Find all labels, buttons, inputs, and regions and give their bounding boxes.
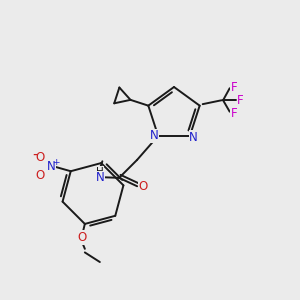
Text: O: O: [36, 151, 45, 164]
Text: N: N: [150, 129, 159, 142]
Text: F: F: [237, 94, 244, 107]
Text: N: N: [47, 160, 56, 173]
Text: O: O: [77, 231, 86, 244]
Text: O: O: [36, 169, 45, 182]
Text: F: F: [231, 107, 237, 120]
Text: H: H: [96, 167, 104, 177]
Text: N: N: [96, 171, 104, 184]
Text: -: -: [32, 147, 38, 162]
Text: +: +: [52, 158, 59, 167]
Text: F: F: [231, 81, 237, 94]
Text: N: N: [189, 131, 198, 144]
Text: O: O: [139, 180, 148, 193]
